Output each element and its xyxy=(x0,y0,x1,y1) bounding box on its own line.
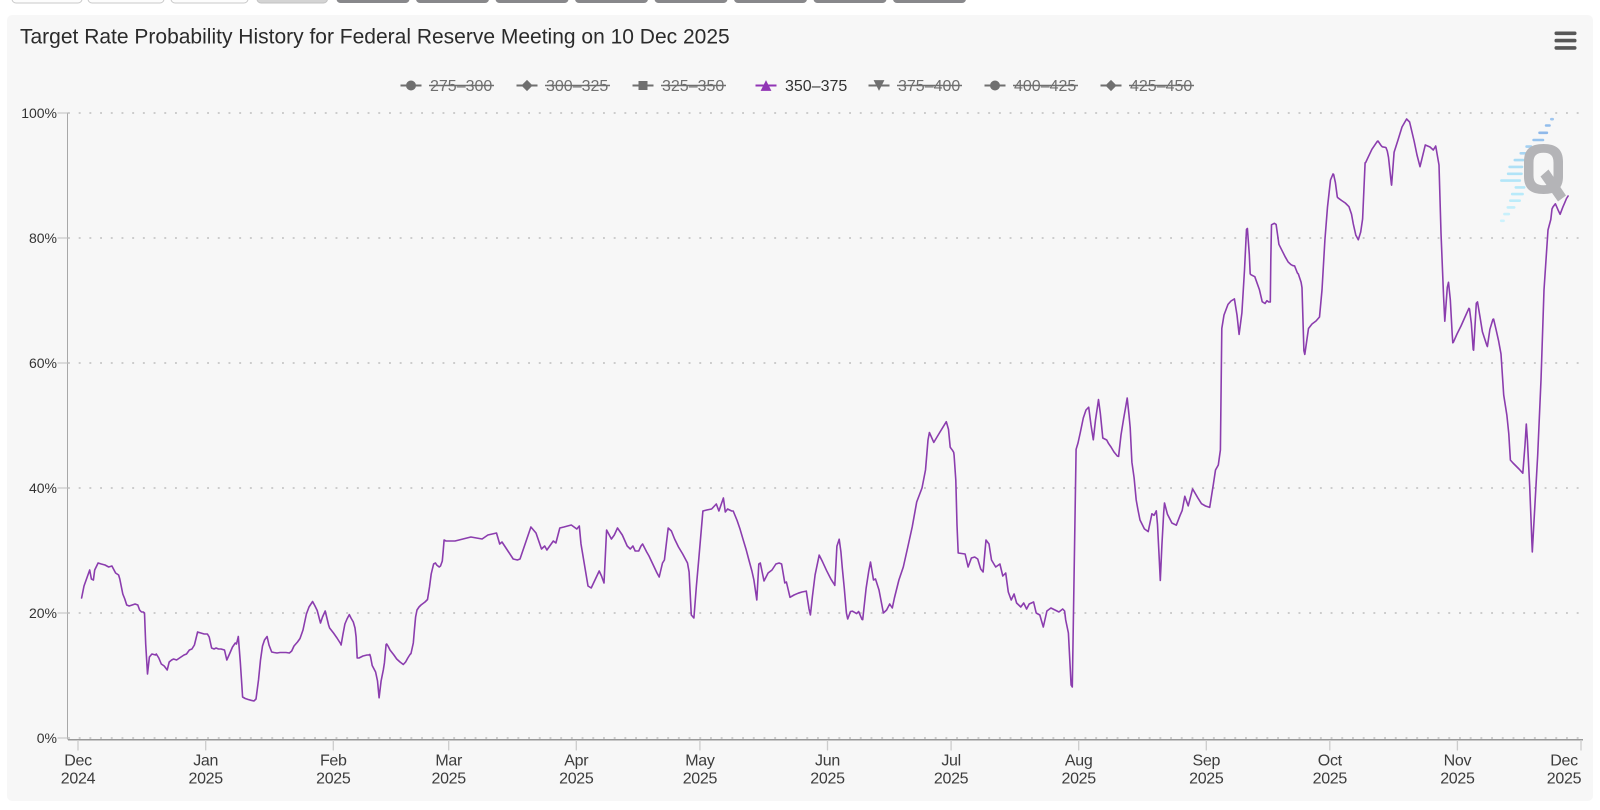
svg-text:Sep: Sep xyxy=(1193,752,1221,769)
svg-text:400–425: 400–425 xyxy=(1014,78,1076,95)
svg-text:Jun: Jun xyxy=(815,752,840,769)
svg-text:Feb: Feb xyxy=(320,752,347,769)
svg-text:425–450: 425–450 xyxy=(1130,78,1192,95)
svg-text:80%: 80% xyxy=(29,230,57,246)
svg-text:2025: 2025 xyxy=(1440,771,1475,788)
svg-text:0%: 0% xyxy=(37,730,57,746)
svg-text:Oct: Oct xyxy=(1318,752,1343,769)
svg-text:40%: 40% xyxy=(29,480,57,496)
svg-text:Jul: Jul xyxy=(941,752,961,769)
svg-text:325–350: 325–350 xyxy=(662,78,724,95)
svg-text:2025: 2025 xyxy=(1313,771,1348,788)
svg-text:2025: 2025 xyxy=(559,771,594,788)
svg-text:May: May xyxy=(685,752,715,769)
svg-text:2025: 2025 xyxy=(934,771,969,788)
svg-text:300–325: 300–325 xyxy=(546,78,608,95)
svg-text:60%: 60% xyxy=(29,355,57,371)
svg-text:100%: 100% xyxy=(21,105,57,121)
svg-text:Target Rate Probability Histor: Target Rate Probability History for Fede… xyxy=(20,26,730,49)
svg-text:Aug: Aug xyxy=(1065,752,1093,769)
svg-text:2025: 2025 xyxy=(683,771,718,788)
svg-text:Dec: Dec xyxy=(64,752,92,769)
svg-text:2025: 2025 xyxy=(316,771,351,788)
svg-text:375–400: 375–400 xyxy=(898,78,960,95)
svg-text:Apr: Apr xyxy=(564,752,589,769)
svg-text:2025: 2025 xyxy=(1547,771,1582,788)
svg-text:2025: 2025 xyxy=(1189,771,1224,788)
svg-text:Nov: Nov xyxy=(1444,752,1472,769)
svg-text:20%: 20% xyxy=(29,605,57,621)
svg-text:2024: 2024 xyxy=(61,771,96,788)
svg-text:275–300: 275–300 xyxy=(430,78,492,95)
svg-text:2025: 2025 xyxy=(431,771,466,788)
svg-text:2025: 2025 xyxy=(1061,771,1096,788)
svg-text:2025: 2025 xyxy=(188,771,223,788)
svg-text:2025: 2025 xyxy=(810,771,845,788)
svg-text:Dec: Dec xyxy=(1550,752,1578,769)
svg-text:Mar: Mar xyxy=(435,752,463,769)
svg-text:350–375: 350–375 xyxy=(785,78,847,95)
svg-text:Jan: Jan xyxy=(193,752,218,769)
